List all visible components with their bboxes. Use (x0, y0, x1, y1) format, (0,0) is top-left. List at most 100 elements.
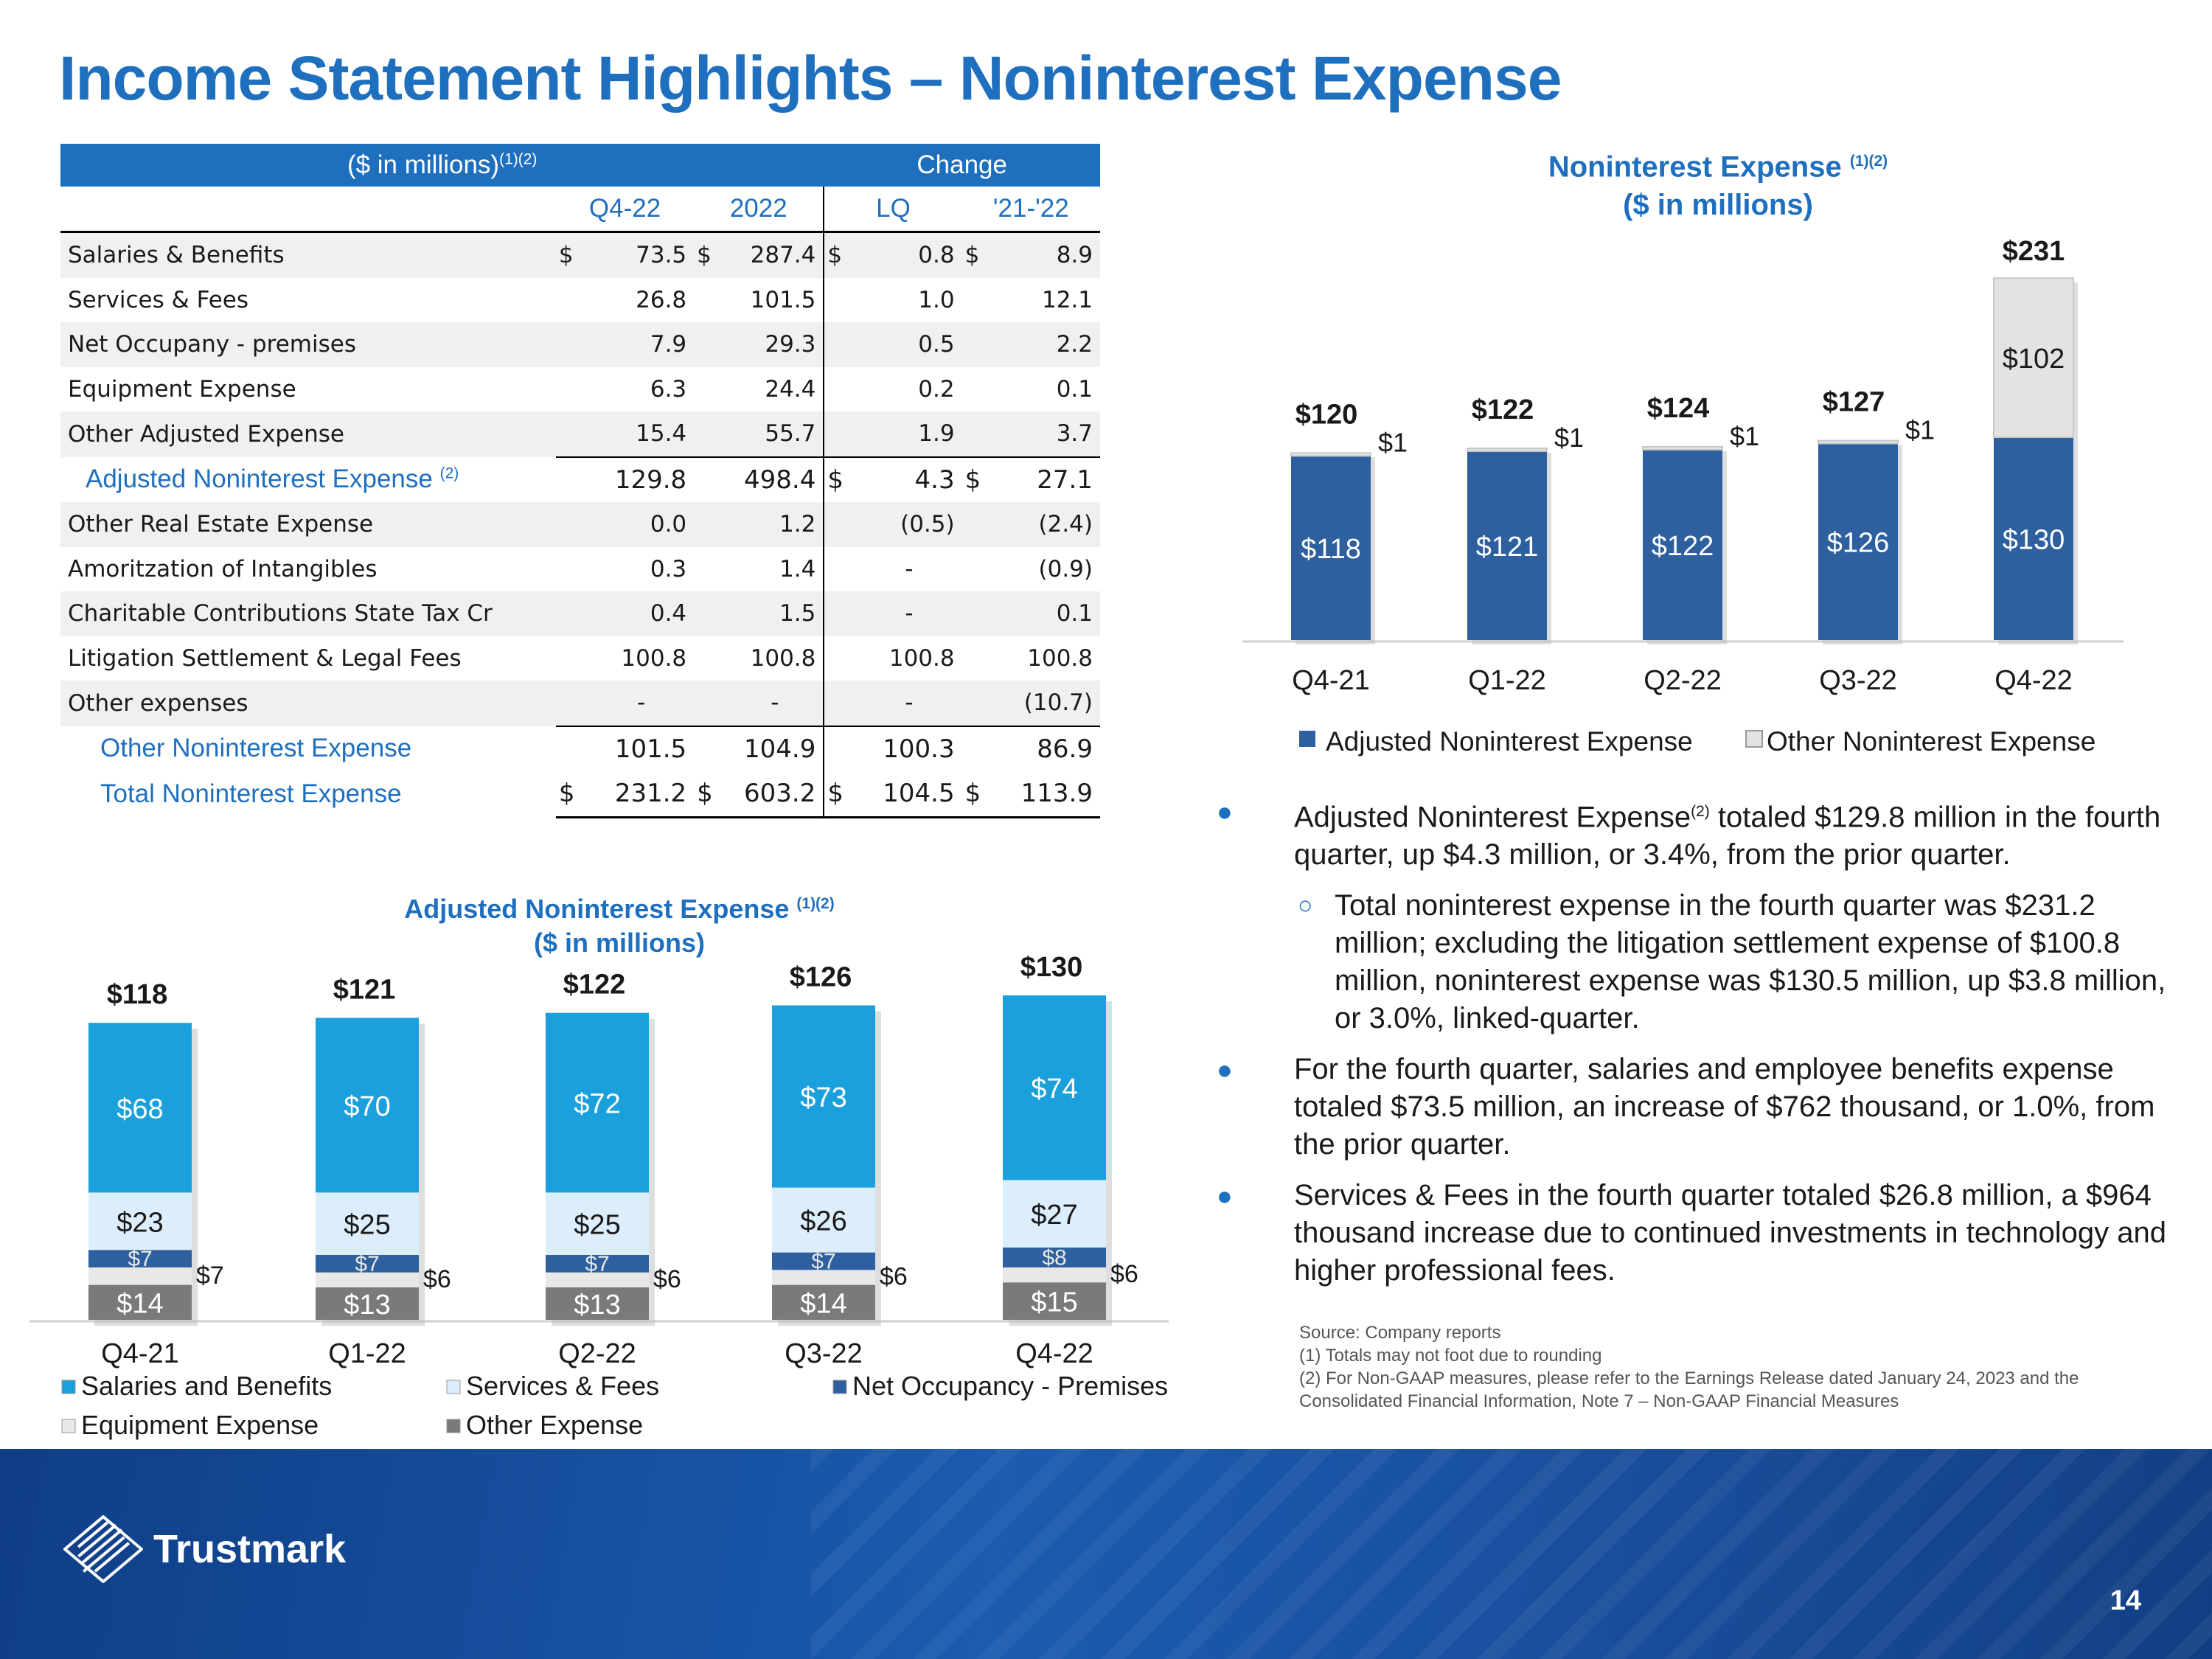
left-bar-segment-label: $8 (1042, 1245, 1066, 1270)
trustmark-logo-icon (63, 1515, 143, 1583)
table-cell-cur1: $ (555, 232, 588, 278)
right-bar-other-label: $1 (1730, 421, 1759, 451)
table-cell-yy: 0.1 (994, 591, 1100, 636)
left-bar-total-label: $122 (563, 970, 626, 1001)
table-cell-q4: 101.5 (588, 725, 695, 771)
table-cell-yy: 3.7 (994, 411, 1100, 457)
table-cell-lq: 1.9 (856, 411, 962, 457)
right-bar-total-label: $124 (1647, 393, 1710, 424)
table-cell-y2022: 1.4 (779, 555, 816, 582)
left-legend-label: Net Occupancy - Premises (852, 1371, 1168, 1401)
right-bar-adjusted (1643, 449, 1722, 640)
left-bar-segment-label: $6 (653, 1265, 681, 1293)
bullet-1-sub: ○ Total noninterest expense in the fourt… (1209, 887, 2168, 1037)
right-x-tick-label: Q2-22 (1644, 665, 1722, 696)
table-cell-cur2 (694, 456, 727, 502)
left-bar-segment-label: $6 (1110, 1260, 1138, 1288)
table-row: Salaries & Benefits $73.5 $287.4 $0.8 $8.9 (60, 232, 1100, 278)
right-bar-other-label: $1 (1378, 427, 1408, 457)
left-bar-segment-3 (546, 1192, 649, 1255)
table-cell-cur1: $ (555, 771, 588, 818)
table-cell-cur3 (823, 546, 857, 591)
bullet-1: ● Adjusted Noninterest Expense(2) totale… (1209, 793, 2168, 874)
table-cell-q4: 73.5 (588, 232, 695, 278)
table-cell-cur1 (555, 322, 588, 367)
bullet-2: ● For the fourth quarter, salaries and e… (1209, 1051, 2168, 1164)
table-cell-lq: 104.5 (856, 771, 962, 818)
table-cell-y2022: 603.2 (726, 771, 824, 818)
table-units-header: ($ in millions)(1)(2) (60, 144, 824, 187)
left-legend-swatch (832, 1380, 847, 1394)
left-bar-total-label: $118 (107, 979, 167, 1010)
table-cell-cur2: $ (694, 232, 727, 278)
table-cell-cur4 (961, 725, 995, 771)
left-x-tick-label: Q1-22 (328, 1338, 406, 1369)
left-bar-segment-label: $7 (811, 1249, 835, 1273)
right-chart-title: Noninterest Expense (1)(2) ($ in million… (1548, 150, 1888, 222)
table-cell-y2022: 1.5 (726, 591, 824, 636)
table-row: Other Noninterest Expense 101.5 104.9 100.3… (60, 725, 1100, 771)
table-cell-q4: 6.3 (650, 375, 687, 403)
left-bar-segment-1 (546, 1272, 649, 1287)
bullet-dot-icon: ● (1217, 796, 1233, 827)
table-cell-label: Other Real Estate Expense (60, 502, 556, 547)
table-cell-y2022: 1.2 (726, 502, 824, 547)
left-bar-segment-1 (1003, 1267, 1106, 1283)
left-bar-segment-label: $27 (1031, 1200, 1077, 1231)
bullet-dot-icon: ● (1217, 1180, 1233, 1211)
table-cell-cur4 (961, 591, 995, 636)
col-header-2022: 2022 (694, 187, 824, 233)
left-bar-segment-label: $70 (344, 1091, 390, 1122)
left-x-tick-label: Q2-22 (558, 1338, 636, 1369)
table-cell-label: Net Occupany - premises (60, 322, 556, 367)
page-title: Income Statement Highlights – Noninteres… (59, 44, 1562, 113)
right-bar-adjusted-label: $118 (1301, 534, 1361, 565)
table-cell-cur3 (823, 277, 857, 322)
left-bar-segment-4 (772, 1005, 875, 1188)
left-bar-segment-label: $72 (574, 1089, 620, 1120)
table-cell-lq: 100.8 (888, 644, 955, 672)
table-cell-cur1 (555, 411, 588, 457)
table-cell-q4: 0.4 (588, 591, 695, 636)
left-chart-title: Adjusted Noninterest Expense (1)(2) ($ i… (404, 894, 835, 958)
table-cell-cur3 (823, 591, 857, 636)
left-bar-segment-label: $23 (116, 1207, 163, 1238)
left-bar-segment-label: $6 (423, 1265, 451, 1293)
table-cell-y2022: 287.4 (726, 232, 824, 278)
table-cell-label: Litigation Settlement & Legal Fees (68, 644, 462, 672)
table-cell-cur3 (823, 725, 857, 771)
left-legend-swatch (446, 1380, 461, 1394)
left-bar-segment-1 (88, 1267, 192, 1285)
right-bar-adjusted-label: $130 (2003, 525, 2065, 556)
table-cell-q4: 129.8 (588, 456, 695, 502)
left-bar-segment-label: $15 (1031, 1287, 1077, 1318)
table-row: Charitable Contributions State Tax Cr 0.4… (60, 591, 1100, 636)
logo-text: Trustmark (153, 1527, 347, 1571)
left-bar-segment-2 (316, 1255, 419, 1273)
bullet-3: ● Services & Fees in the fourth quarter … (1209, 1177, 2168, 1290)
table-cell-label: Other expenses (60, 681, 556, 726)
table-cell-y2022: 100.8 (750, 644, 816, 672)
left-bar-segment-label: $13 (344, 1290, 390, 1321)
left-legend-swatch (61, 1419, 76, 1433)
left-bar-segment-label: $7 (128, 1247, 152, 1271)
right-x-tick-label: Q4-21 (1292, 665, 1370, 696)
table-cell-cur2: $ (694, 771, 727, 818)
table-cell-lq: 0.5 (856, 322, 962, 367)
table-cell-y2022: 498.4 (726, 456, 824, 502)
table-cell-cur3: $ (823, 456, 857, 502)
left-bar-segment-label: $14 (800, 1288, 846, 1319)
table-cell-label: Charitable Contributions State Tax Cr (60, 591, 556, 636)
right-bar-other (1290, 452, 1371, 457)
table-cell-cur3 (823, 681, 857, 726)
table-cell-cur4 (961, 322, 995, 367)
left-bar-segment-4 (316, 1018, 419, 1193)
left-bar-segment-label: $25 (344, 1210, 390, 1241)
page-number: 14 (2110, 1585, 2141, 1616)
trustmark-logo: Trustmark (63, 1515, 346, 1583)
legend-swatch-adjusted (1299, 731, 1315, 747)
table-cell-yy: 86.9 (994, 725, 1100, 771)
legend-label-adjusted: Adjusted Noninterest Expense (1326, 726, 1693, 757)
table-cell-cur3 (823, 322, 857, 367)
table-cell-cur3: $ (823, 232, 857, 278)
